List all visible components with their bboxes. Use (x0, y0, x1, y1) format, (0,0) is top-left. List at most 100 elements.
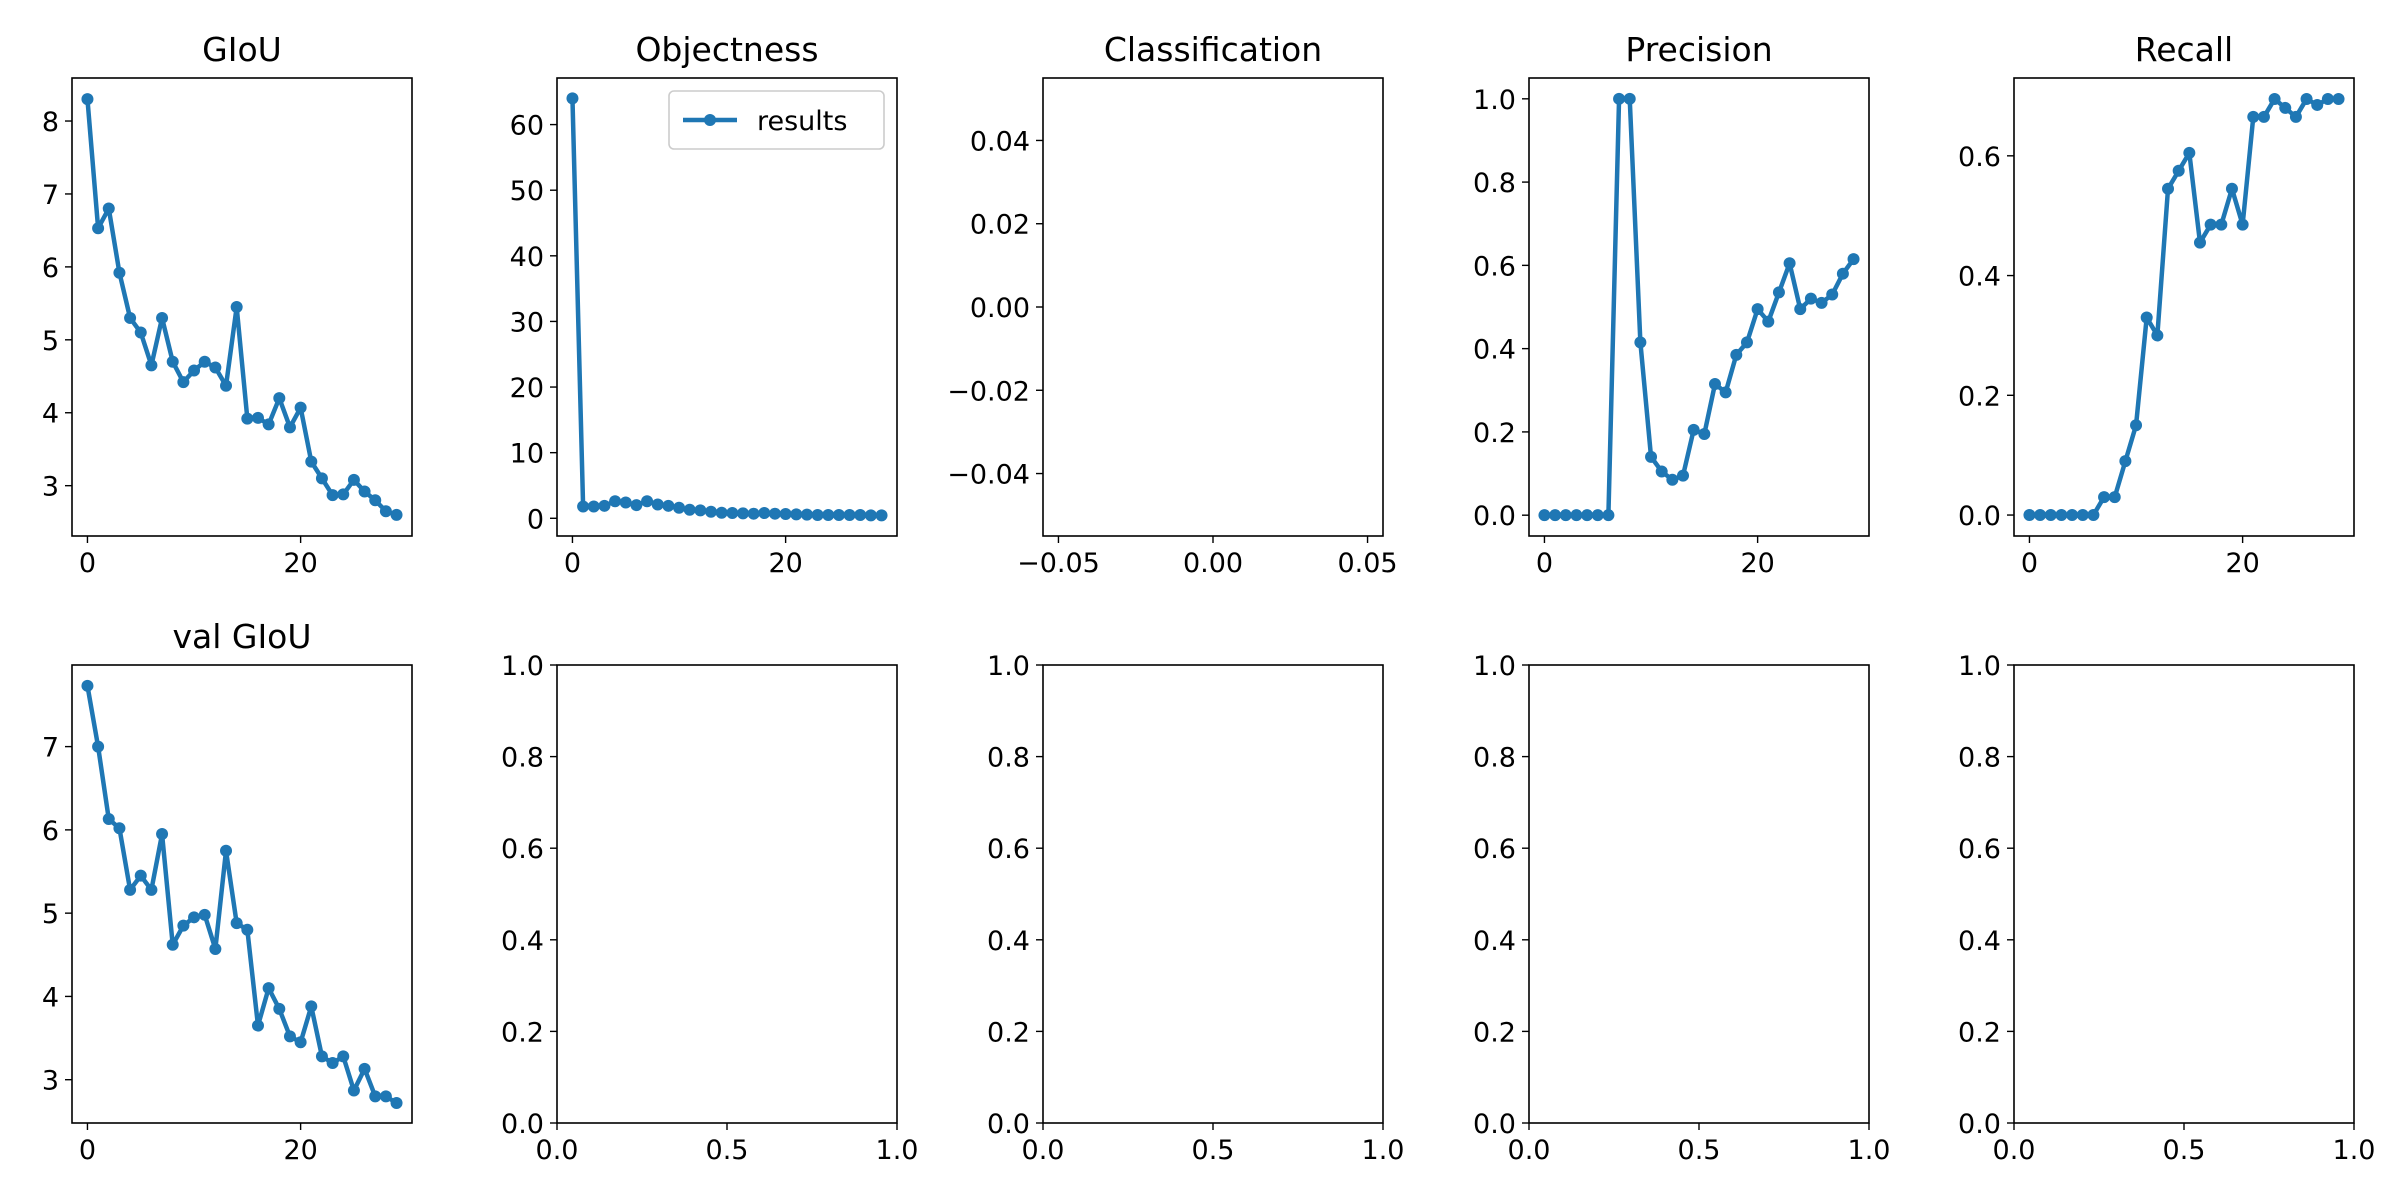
x-tick-label: 0.5 (1192, 1135, 1235, 1166)
x-tick-label: −0.05 (1017, 548, 1100, 579)
x-tick-label: 0.5 (2163, 1135, 2206, 1166)
y-tick-label: 20 (510, 373, 544, 404)
x-tick-label: 0 (2021, 548, 2038, 579)
data-point (1698, 427, 1711, 440)
x-tick-label: 0.0 (1993, 1135, 2036, 1166)
data-point (251, 1019, 264, 1032)
data-point (2108, 491, 2121, 504)
data-point (747, 507, 760, 520)
axes-frame (556, 77, 898, 537)
y-tick-label: 4 (42, 982, 59, 1013)
data-point (358, 485, 371, 498)
data-point (705, 505, 718, 518)
data-point (2076, 509, 2089, 522)
data-point (2236, 218, 2249, 231)
data-point (379, 1090, 392, 1103)
data-point (145, 883, 158, 896)
data-point (768, 507, 781, 520)
data-point (1687, 423, 1700, 436)
y-tick-label: 0.8 (501, 743, 544, 774)
data-point (875, 509, 888, 522)
data-point (790, 508, 803, 521)
y-tick-label: −0.04 (947, 460, 1030, 491)
y-tick-label: 6 (42, 253, 59, 284)
subplot-title: GIoU (202, 30, 282, 69)
data-point (156, 828, 169, 841)
y-tick-label: 0.2 (1473, 418, 1516, 449)
y-tick-label: 0.0 (1473, 501, 1516, 532)
y-tick-label: 0.00 (970, 293, 1030, 324)
y-tick-label: 0.0 (1958, 501, 2001, 532)
data-point (758, 507, 771, 520)
data-point (166, 938, 179, 951)
data-point (2098, 491, 2111, 504)
data-point (1730, 348, 1743, 361)
y-tick-label: 0.6 (1958, 834, 2001, 865)
data-point (251, 411, 264, 424)
data-point (2066, 509, 2079, 522)
axes-frame (1528, 664, 1870, 1124)
data-point (2215, 218, 2228, 231)
data-point (347, 1084, 360, 1097)
axes-frame (2013, 77, 2355, 537)
data-point (315, 1050, 328, 1063)
data-point (273, 392, 286, 405)
data-point (2034, 509, 2047, 522)
data-point (2023, 509, 2036, 522)
y-tick-label: 0.4 (501, 926, 544, 957)
data-point (358, 1062, 371, 1075)
data-point (294, 401, 307, 414)
y-tick-label: 3 (42, 1066, 59, 1097)
axes-frame (1042, 664, 1384, 1124)
data-point (843, 509, 856, 522)
x-tick-label: 1.0 (2333, 1135, 2376, 1166)
data-point (651, 498, 664, 511)
data-point (1645, 450, 1658, 463)
data-point (2162, 182, 2175, 195)
data-point (113, 822, 126, 835)
data-point (1591, 509, 1604, 522)
subplot-title: val GIoU (172, 617, 311, 656)
y-tick-label: 1.0 (1473, 651, 1516, 682)
y-tick-label: 0.02 (970, 210, 1030, 241)
axes-frame (1528, 77, 1870, 537)
data-point (209, 942, 222, 955)
axes-frame (556, 664, 898, 1124)
data-point (811, 509, 824, 522)
data-point (390, 1097, 403, 1110)
data-point (145, 359, 158, 372)
data-point (577, 500, 590, 513)
data-point (1549, 509, 1562, 522)
data-point (1815, 296, 1828, 309)
data-point (390, 508, 403, 521)
subplot-title: Recall (2135, 30, 2233, 69)
axes-frame (1042, 77, 1384, 537)
data-point (1772, 286, 1785, 299)
x-tick-label: 0.0 (536, 1135, 579, 1166)
x-tick-label: 0.0 (1508, 1135, 1551, 1166)
data-point (198, 355, 211, 368)
data-point (641, 495, 654, 508)
data-point (102, 202, 115, 215)
data-point (630, 499, 643, 512)
data-point (2044, 509, 2057, 522)
data-point (2172, 164, 2185, 177)
subplot-5: Recall 0 20 0.0 0.2 0.4 0.6 (1958, 30, 2355, 579)
data-point (1613, 92, 1626, 105)
y-tick-label: 0.4 (1958, 926, 2001, 957)
data-point (1751, 303, 1764, 316)
y-tick-label: 60 (510, 111, 544, 142)
y-tick-label: 0.2 (1958, 1017, 2001, 1048)
data-point (198, 908, 211, 921)
y-tick-label: 0.0 (987, 1109, 1030, 1140)
data-point (2257, 110, 2270, 123)
data-point (273, 1002, 286, 1015)
x-tick-label: 0.05 (1337, 548, 1397, 579)
y-tick-label: 0.4 (1473, 335, 1516, 366)
data-point (715, 506, 728, 519)
legend-marker (704, 114, 716, 126)
y-tick-label: 0.6 (501, 834, 544, 865)
subplot-4: Precision 0 20 0.0 0.2 0.4 0.6 0.8 1.0 (1473, 30, 1870, 579)
x-tick-label: 1.0 (1848, 1135, 1891, 1166)
